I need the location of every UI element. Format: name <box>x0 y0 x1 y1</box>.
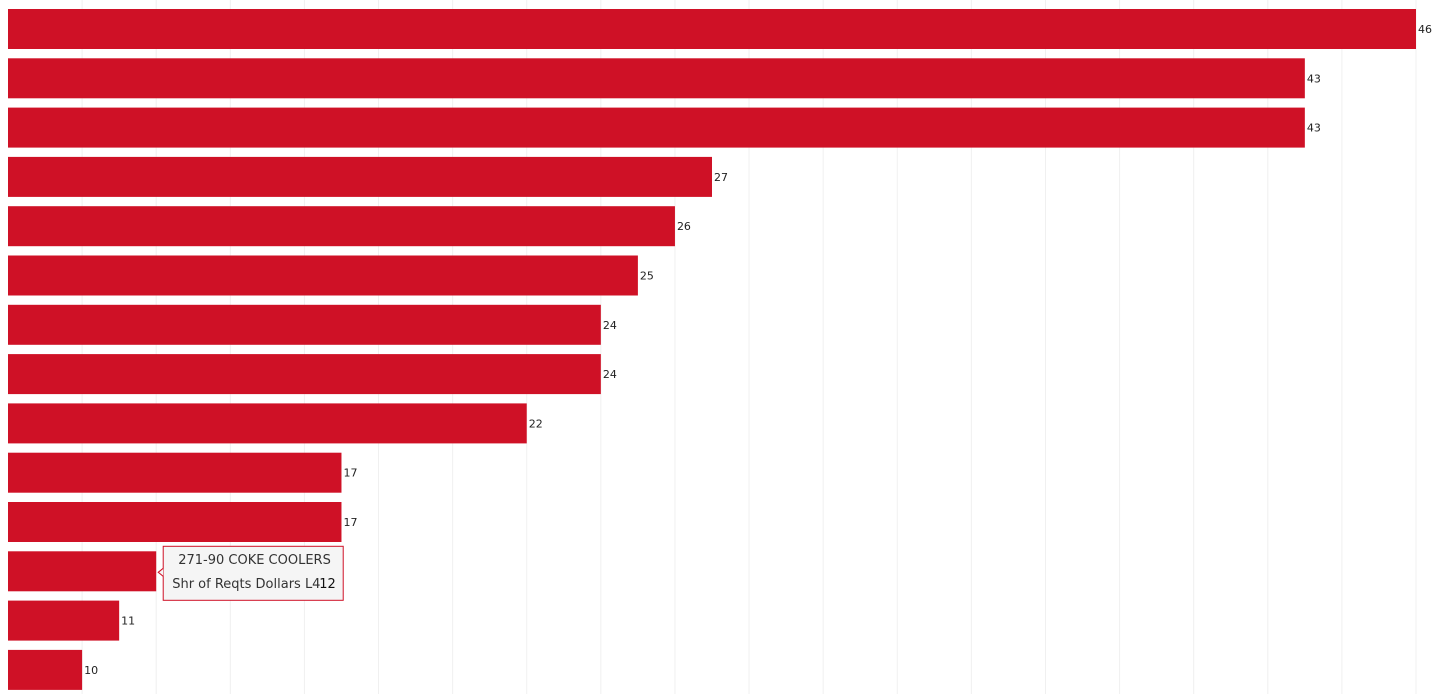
bar[interactable] <box>8 452 342 493</box>
data-label: 24 <box>603 319 617 332</box>
bar[interactable] <box>8 502 342 542</box>
bar[interactable] <box>8 206 675 247</box>
bar[interactable] <box>8 156 712 197</box>
bar[interactable] <box>8 107 1305 148</box>
bar[interactable] <box>8 304 601 345</box>
data-label: 43 <box>1307 122 1321 135</box>
data-label: 25 <box>640 270 654 283</box>
bar[interactable] <box>8 551 157 592</box>
data-label: 22 <box>529 417 543 430</box>
tooltip-measure: Shr of Reqts Dollars L4 <box>172 577 320 592</box>
data-label: 43 <box>1307 72 1321 85</box>
tooltip-value: 12 <box>319 577 336 592</box>
tooltip: 271-90 COKE COOLERS Shr of Reqts Dollars … <box>157 545 344 601</box>
bar[interactable] <box>8 649 83 690</box>
tooltip-pointer <box>157 567 164 577</box>
data-label: 24 <box>603 368 617 381</box>
bar[interactable] <box>8 58 1305 99</box>
bar[interactable] <box>8 9 1416 49</box>
data-label: 11 <box>121 615 135 628</box>
bar[interactable] <box>8 354 601 395</box>
bar[interactable] <box>8 600 120 641</box>
data-label: 17 <box>343 467 357 480</box>
bar[interactable] <box>8 403 527 444</box>
data-label: 27 <box>714 171 728 184</box>
tooltip-title: 271-90 COKE COOLERS <box>178 553 331 568</box>
tooltip-box <box>162 545 344 601</box>
data-label: 26 <box>677 220 691 233</box>
data-label: 17 <box>343 516 357 529</box>
bar[interactable] <box>8 255 638 296</box>
data-label: 10 <box>84 664 98 677</box>
data-label: 46 <box>1418 23 1432 36</box>
